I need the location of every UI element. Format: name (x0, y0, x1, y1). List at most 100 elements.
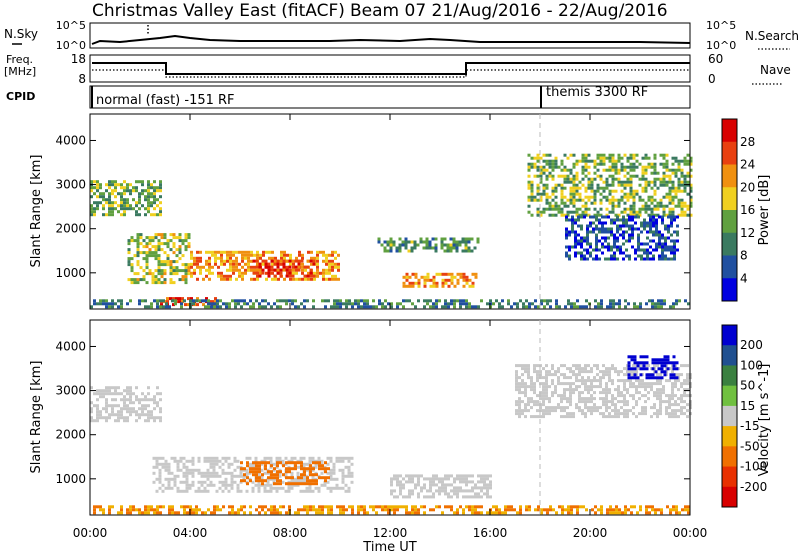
data-cell (169, 260, 173, 264)
data-cell (172, 242, 176, 246)
data-cell (671, 168, 675, 172)
data-cell (435, 505, 438, 509)
data-cell (187, 272, 191, 276)
data-cell (611, 409, 614, 413)
data-cell (539, 192, 543, 196)
data-cell (275, 456, 279, 460)
data-cell (182, 480, 186, 484)
data-cell (662, 204, 666, 208)
data-cell (432, 508, 435, 512)
data-cell (605, 213, 609, 217)
data-cell (611, 400, 614, 404)
data-cell (219, 305, 222, 309)
data-cell (273, 505, 276, 509)
data-cell (644, 385, 647, 389)
data-cell (130, 281, 134, 285)
data-cell (623, 210, 627, 214)
data-cell (120, 192, 123, 196)
data-cell (554, 159, 558, 163)
data-cell (639, 367, 643, 371)
data-cell (129, 508, 132, 512)
data-cell (527, 180, 531, 184)
data-cell (555, 299, 558, 303)
data-cell (486, 511, 489, 515)
data-cell (271, 277, 274, 281)
data-cell (133, 281, 137, 285)
data-cell (631, 218, 634, 222)
data-cell (581, 210, 585, 214)
data-cell (542, 376, 545, 380)
data-cell (539, 171, 543, 175)
data-cell (632, 156, 636, 160)
data-cell (337, 268, 340, 272)
data-cell (284, 471, 288, 475)
data-cell (536, 403, 539, 407)
data-cell (129, 395, 132, 399)
data-cell (486, 483, 489, 487)
data-cell (672, 361, 676, 365)
data-cell (102, 207, 105, 211)
data-cell (150, 508, 153, 512)
data-cell (453, 486, 456, 490)
data-cell (209, 465, 213, 469)
data-cell (190, 250, 193, 254)
data-cell (620, 195, 624, 199)
data-cell (301, 277, 304, 281)
data-cell (644, 189, 648, 193)
data-cell (612, 511, 615, 515)
data-cell (501, 511, 504, 515)
data-cell (626, 415, 629, 419)
data-cell (590, 370, 593, 374)
data-cell (650, 186, 654, 190)
data-cell (607, 230, 610, 234)
data-cell (662, 385, 665, 389)
data-cell (629, 189, 633, 193)
data-cell (689, 168, 693, 172)
data-cell (261, 482, 264, 486)
data-cell (245, 471, 249, 475)
data-cell (521, 409, 524, 413)
data-cell (181, 275, 185, 279)
nsky-panel: N.Sky 10^5 10^0 10^5 10^0 N.Search (4, 19, 799, 52)
data-cell (111, 407, 114, 411)
data-cell (126, 204, 129, 208)
data-cell (504, 511, 507, 515)
data-cell (420, 474, 423, 478)
data-cell (387, 511, 390, 515)
data-cell (674, 189, 678, 193)
data-cell (408, 474, 411, 478)
data-cell (244, 253, 247, 257)
data-cell (607, 257, 610, 261)
data-cell (665, 162, 669, 166)
data-cell (560, 183, 564, 187)
data-cell (156, 386, 159, 390)
data-cell (572, 177, 576, 181)
data-cell (178, 236, 182, 240)
data-cell (390, 305, 393, 309)
data-cell (668, 400, 671, 404)
data-cell (108, 183, 111, 187)
data-cell (608, 210, 612, 214)
data-cell (232, 262, 235, 266)
data-cell (574, 233, 577, 237)
data-cell (610, 221, 613, 225)
data-cell (338, 459, 342, 463)
data-cell (631, 236, 634, 240)
data-cell (587, 385, 590, 389)
data-cell (650, 385, 653, 389)
data-cell (102, 395, 105, 399)
data-cell (389, 237, 393, 241)
data-cell (181, 263, 185, 267)
data-cell (584, 210, 588, 214)
data-cell (608, 391, 611, 395)
data-cell (613, 257, 616, 261)
data-cell (456, 492, 459, 496)
data-cell (236, 486, 240, 490)
data-cell (638, 195, 642, 199)
data-cell (363, 508, 366, 512)
data-cell (214, 297, 217, 301)
data-cell (462, 508, 465, 512)
data-cell (653, 403, 656, 407)
data-cell (608, 174, 612, 178)
data-cell (659, 162, 663, 166)
